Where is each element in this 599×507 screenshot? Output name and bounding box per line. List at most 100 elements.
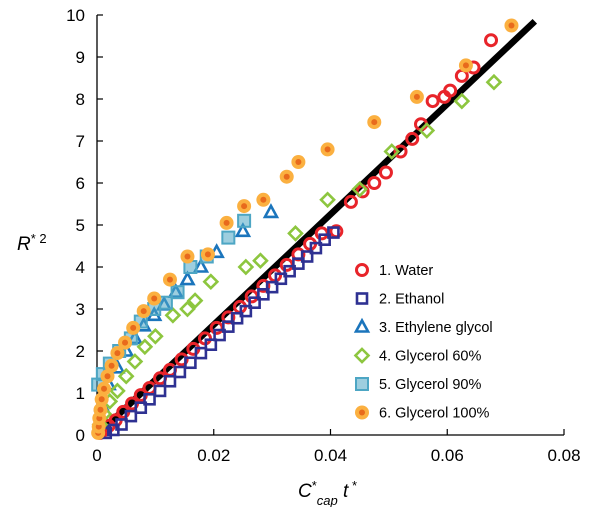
series-group xyxy=(91,18,519,440)
data-point xyxy=(94,392,109,407)
y-tick-label: 0 xyxy=(76,426,85,445)
data-point xyxy=(274,272,288,286)
data-point xyxy=(153,384,167,398)
data-point xyxy=(378,165,393,180)
y-tick-label: 7 xyxy=(76,132,85,151)
legend-marker xyxy=(355,377,369,391)
data-point xyxy=(126,353,144,370)
data-point xyxy=(314,226,329,241)
data-point xyxy=(109,382,126,400)
data-point xyxy=(192,257,210,273)
data-point xyxy=(163,374,177,388)
data-point xyxy=(279,169,294,184)
series-6 xyxy=(91,18,519,440)
data-point xyxy=(110,346,125,361)
legend-label: 5. Glycerol 90% xyxy=(379,377,481,393)
data-point xyxy=(174,352,189,367)
y-tick-label: 1 xyxy=(76,384,85,403)
data-point xyxy=(318,233,331,246)
data-point xyxy=(164,306,182,324)
data-point xyxy=(184,356,197,370)
data-point xyxy=(202,273,220,291)
data-point xyxy=(173,365,187,379)
data-point xyxy=(367,115,382,130)
data-point xyxy=(221,230,236,245)
data-point xyxy=(291,155,306,169)
data-point xyxy=(237,258,255,276)
y-tick-label: 3 xyxy=(76,300,85,319)
data-point xyxy=(213,328,226,342)
data-point xyxy=(319,191,336,209)
data-point xyxy=(351,180,369,198)
data-point xyxy=(222,320,235,333)
y-tick-label: 6 xyxy=(76,174,85,193)
data-point xyxy=(409,89,424,104)
series-2 xyxy=(99,226,340,440)
data-point xyxy=(186,292,204,309)
y-tick-label: 9 xyxy=(76,48,85,67)
data-point xyxy=(136,338,154,356)
data-point xyxy=(115,418,128,431)
data-point xyxy=(100,369,115,384)
data-point xyxy=(504,18,519,33)
data-point xyxy=(194,346,208,360)
x-tick-label: 0 xyxy=(92,446,101,465)
data-point xyxy=(117,367,135,385)
legend-marker xyxy=(353,317,371,333)
data-point xyxy=(383,143,401,160)
data-point xyxy=(257,287,270,301)
data-point xyxy=(234,222,252,238)
y-tick-label: 4 xyxy=(76,258,85,277)
data-point xyxy=(309,241,323,255)
legend-item: 4. Glycerol 60% xyxy=(353,347,481,365)
data-point xyxy=(147,327,164,345)
data-point xyxy=(484,33,499,48)
data-point xyxy=(237,199,252,214)
data-point xyxy=(405,131,420,146)
axes: 0 1 2 3 4 5 6 7 8 9 10 0 0.02 0.04 0.06 0.08 xyxy=(66,6,580,465)
data-point xyxy=(162,272,177,287)
y-tick-label: 5 xyxy=(76,216,85,235)
data-point xyxy=(320,142,335,157)
fit-line xyxy=(94,18,538,438)
data-point xyxy=(124,409,138,423)
legend-item: 2. Ethanol xyxy=(355,292,444,308)
legend-marker xyxy=(355,405,369,420)
data-point xyxy=(393,144,408,159)
data-point xyxy=(256,192,271,207)
data-point xyxy=(239,304,253,318)
data-point xyxy=(97,381,112,396)
data-point xyxy=(367,176,382,190)
x-tick-label: 0.08 xyxy=(547,446,580,465)
data-point xyxy=(118,335,133,350)
y-tick-label: 8 xyxy=(76,90,85,109)
legend-label: 2. Ethanol xyxy=(379,292,444,308)
data-point xyxy=(143,392,156,406)
data-point xyxy=(158,295,173,310)
series-4 xyxy=(91,73,503,433)
data-point xyxy=(327,226,340,239)
data-point xyxy=(147,291,162,306)
data-point xyxy=(219,215,234,230)
legend: 1. Water 2. Ethanol 3. Ethylene glycol 4. G… xyxy=(353,263,493,422)
data-point xyxy=(458,58,473,73)
data-point xyxy=(134,401,148,415)
data-point xyxy=(93,402,108,417)
legend-marker xyxy=(355,292,369,305)
data-point xyxy=(300,250,314,263)
x-tick-label: 0.02 xyxy=(197,446,230,465)
data-point xyxy=(292,257,305,270)
legend-label: 1. Water xyxy=(379,263,433,279)
legend-label: 6. Glycerol 100% xyxy=(379,406,490,422)
legend-item: 3. Ethylene glycol xyxy=(353,317,493,336)
data-point xyxy=(180,249,195,264)
y-axis-title: R* 2 xyxy=(17,231,47,256)
legend-item: 6. Glycerol 100% xyxy=(355,405,490,422)
data-point xyxy=(283,264,296,278)
legend-marker xyxy=(353,347,371,364)
data-point xyxy=(252,252,269,270)
legend-marker xyxy=(355,263,369,277)
legend-item: 1. Water xyxy=(355,263,433,279)
fit-line-group xyxy=(94,18,538,438)
